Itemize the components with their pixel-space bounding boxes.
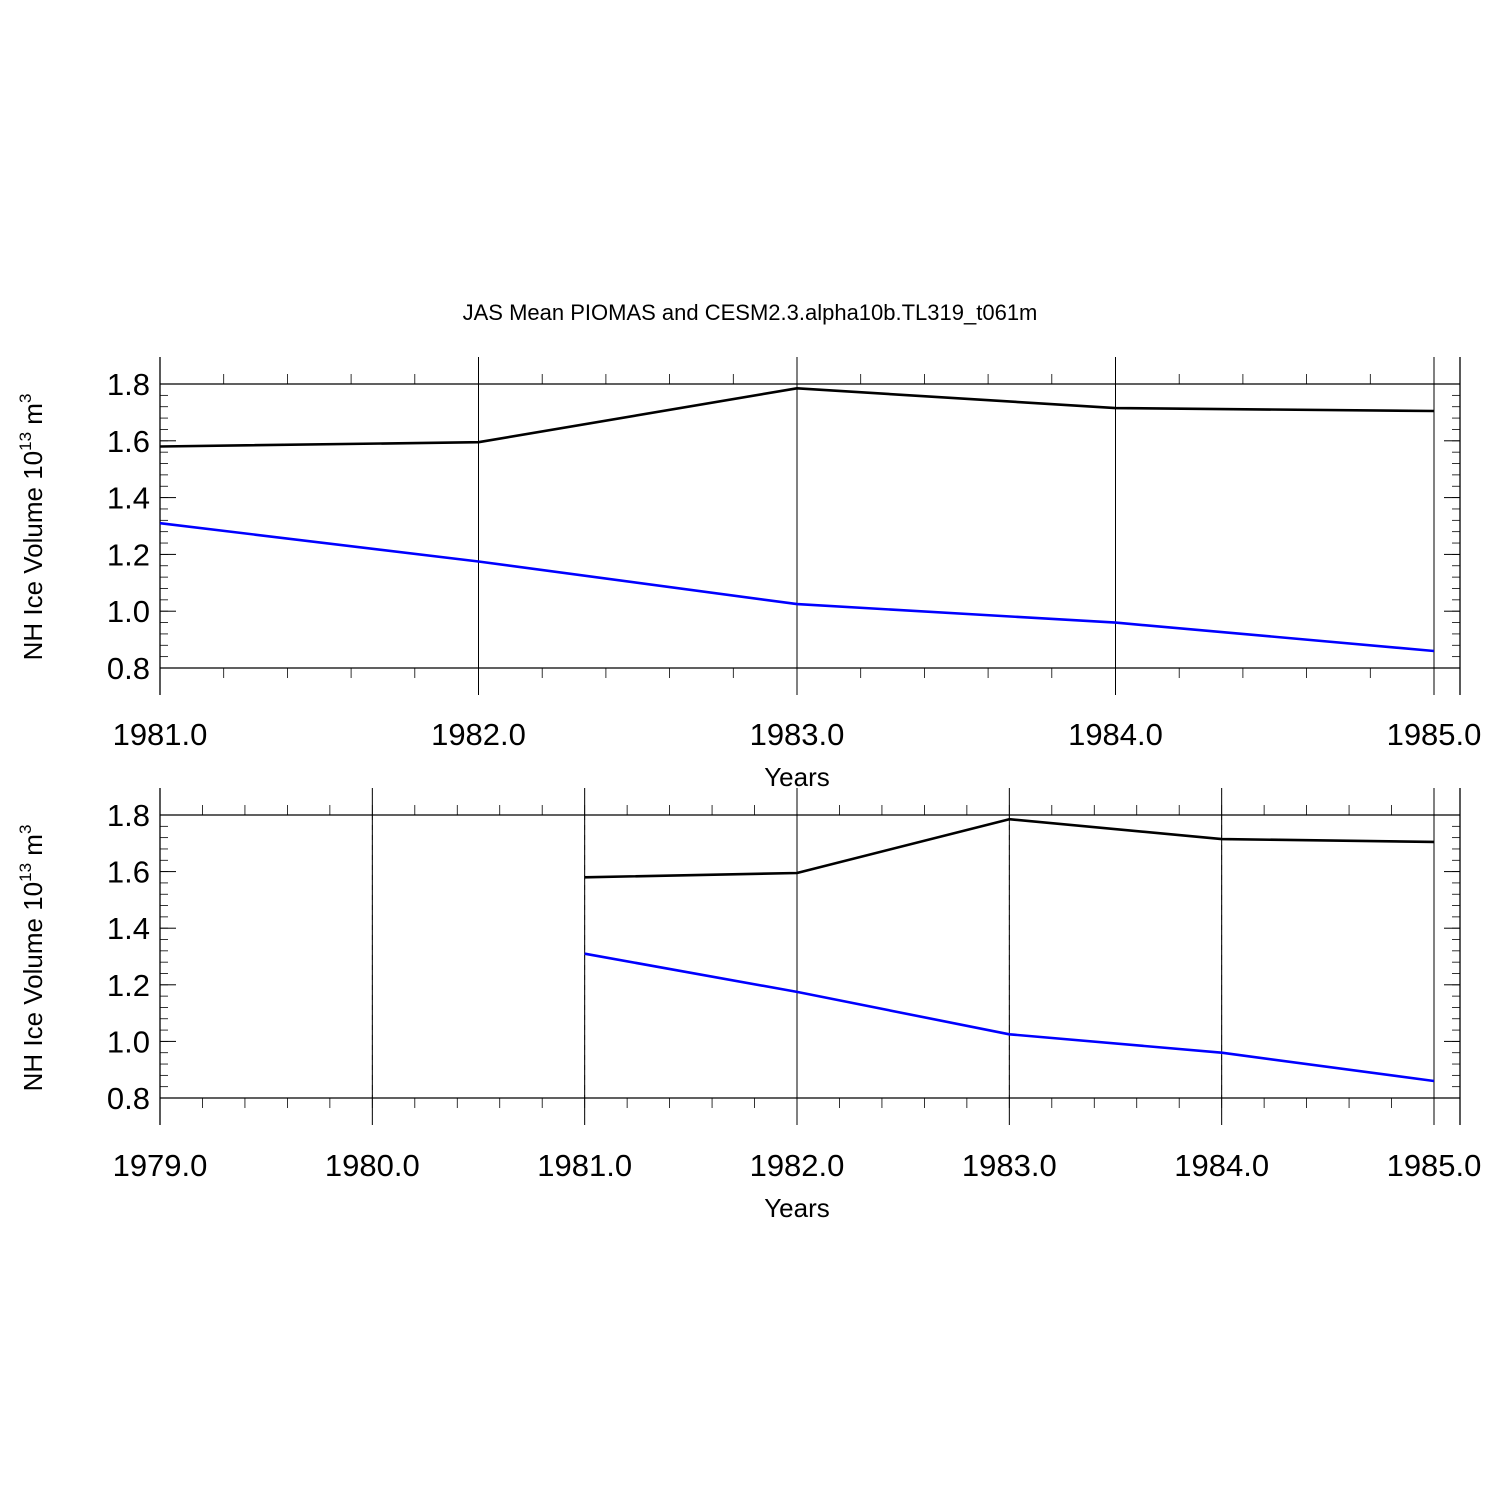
y-axis-label-unit-exp: 3 xyxy=(16,825,35,834)
x-tick-label: 1980.0 xyxy=(325,1148,420,1183)
y-axis-label-base: NH Ice Volume 10 xyxy=(18,882,48,1092)
y-tick-label: 1.8 xyxy=(107,798,150,833)
x-axis-label: Years xyxy=(764,762,830,792)
y-tick-label: 1.6 xyxy=(107,855,150,890)
y-axis-label-unit: m xyxy=(18,834,48,863)
x-axis-label: Years xyxy=(764,1193,830,1223)
y-tick-label: 1.4 xyxy=(107,481,150,516)
x-tick-label: 1985.0 xyxy=(1387,1148,1482,1183)
x-tick-label: 1979.0 xyxy=(113,1148,208,1183)
y-axis-label: NH Ice Volume 1013 m3 xyxy=(16,394,48,661)
y-tick-label: 1.0 xyxy=(107,594,150,629)
y-axis-label-exp: 13 xyxy=(16,863,35,882)
y-tick-label: 1.2 xyxy=(107,537,150,572)
series-line-0 xyxy=(584,817,1435,879)
y-tick-label: 1.0 xyxy=(107,1024,150,1059)
x-tick-label: 1984.0 xyxy=(1174,1148,1269,1183)
x-tick-label: 1985.0 xyxy=(1387,717,1482,752)
y-axis-label-exp: 13 xyxy=(16,432,35,451)
series-line-0 xyxy=(159,386,1435,448)
x-tick-label: 1983.0 xyxy=(750,717,845,752)
y-axis-label: NH Ice Volume 1013 m3 xyxy=(16,825,48,1092)
x-tick-label: 1982.0 xyxy=(431,717,526,752)
x-tick-label: 1984.0 xyxy=(1068,717,1163,752)
y-tick-label: 1.8 xyxy=(107,367,150,402)
y-tick-label: 1.2 xyxy=(107,968,150,1003)
y-tick-label: 0.8 xyxy=(107,1081,150,1116)
x-tick-label: 1981.0 xyxy=(113,717,208,752)
panel-top: 0.8 1.0 1.2 1.4 1.6 1.8 1981.0 1982.0 1983.0 1984… xyxy=(16,357,1481,792)
figure-title: JAS Mean PIOMAS and CESM2.3.alpha10b.TL3… xyxy=(463,300,1038,325)
y-tick-label: 1.4 xyxy=(107,911,150,946)
y-axis-label-unit-exp: 3 xyxy=(16,394,35,403)
x-tick-label: 1981.0 xyxy=(537,1148,632,1183)
x-tick-label: 1983.0 xyxy=(962,1148,1057,1183)
y-axis-label-unit: m xyxy=(18,403,48,432)
series-line-1 xyxy=(584,952,1435,1083)
panel-bottom: 0.8 1.0 1.2 1.4 1.6 1.8 1979.0 1980.0 1981.0 1982… xyxy=(16,788,1481,1223)
y-tick-label: 1.6 xyxy=(107,424,150,459)
y-tick-label: 0.8 xyxy=(107,651,150,686)
y-axis-label-base: NH Ice Volume 10 xyxy=(18,451,48,661)
x-tick-label: 1982.0 xyxy=(750,1148,845,1183)
